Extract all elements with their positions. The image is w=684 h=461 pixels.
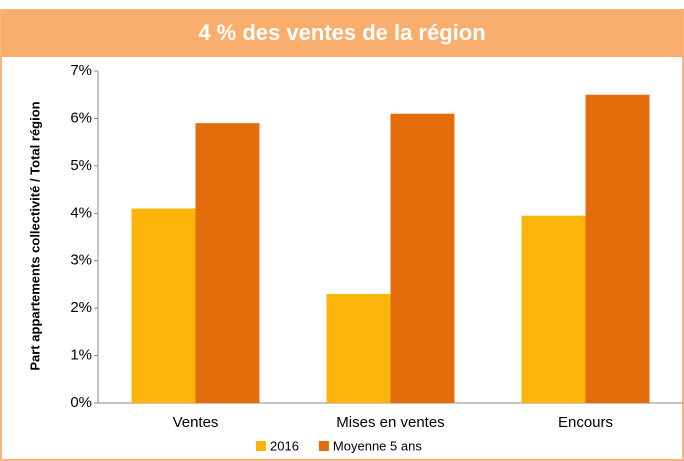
x-tick-label: Encours xyxy=(558,414,613,431)
legend-label: Moyenne 5 ans xyxy=(333,438,422,453)
y-axis-label: Part appartements collectivité / Total r… xyxy=(27,101,42,370)
bar xyxy=(326,293,391,403)
bar xyxy=(390,113,455,403)
bar xyxy=(131,208,196,403)
title-banner xyxy=(1,10,683,57)
y-tick-label: 4% xyxy=(70,204,92,221)
y-tick-label: 6% xyxy=(70,109,92,126)
bar xyxy=(521,215,586,403)
y-tick-label: 7% xyxy=(70,62,92,79)
legend-swatch xyxy=(318,441,329,451)
bar xyxy=(195,123,260,404)
legend-swatch xyxy=(256,441,266,451)
x-tick-label: Ventes xyxy=(173,414,219,431)
chart-title: 4 % des ventes de la région xyxy=(198,20,485,45)
legend-label: 2016 xyxy=(270,438,299,453)
y-tick-label: 3% xyxy=(70,252,92,269)
y-tick-label: 5% xyxy=(70,157,92,174)
x-tick-label: Mises en ventes xyxy=(336,414,444,431)
y-tick-label: 2% xyxy=(70,299,92,316)
y-tick-label: 1% xyxy=(70,347,92,364)
bar xyxy=(585,94,650,403)
y-tick-label: 0% xyxy=(70,394,92,411)
